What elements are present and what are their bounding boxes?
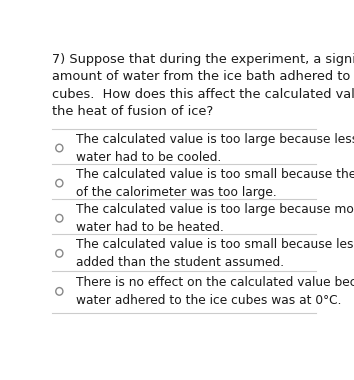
Text: The calculated value is too small because less ice was
added than the student as: The calculated value is too small becaus…: [76, 238, 354, 269]
Text: The calculated value is too large because less warm
water had to be cooled.: The calculated value is too large becaus…: [76, 133, 354, 163]
Text: The calculated value is too small because the total mass
of the calorimeter was : The calculated value is too small becaus…: [76, 168, 354, 199]
Text: 7) Suppose that during the experiment, a significant
amount of water from the ic: 7) Suppose that during the experiment, a…: [52, 53, 354, 119]
Text: The calculated value is too large because more cold
water had to be heated.: The calculated value is too large becaus…: [76, 203, 354, 234]
Text: There is no effect on the calculated value because the
water adhered to the ice : There is no effect on the calculated val…: [76, 276, 354, 307]
